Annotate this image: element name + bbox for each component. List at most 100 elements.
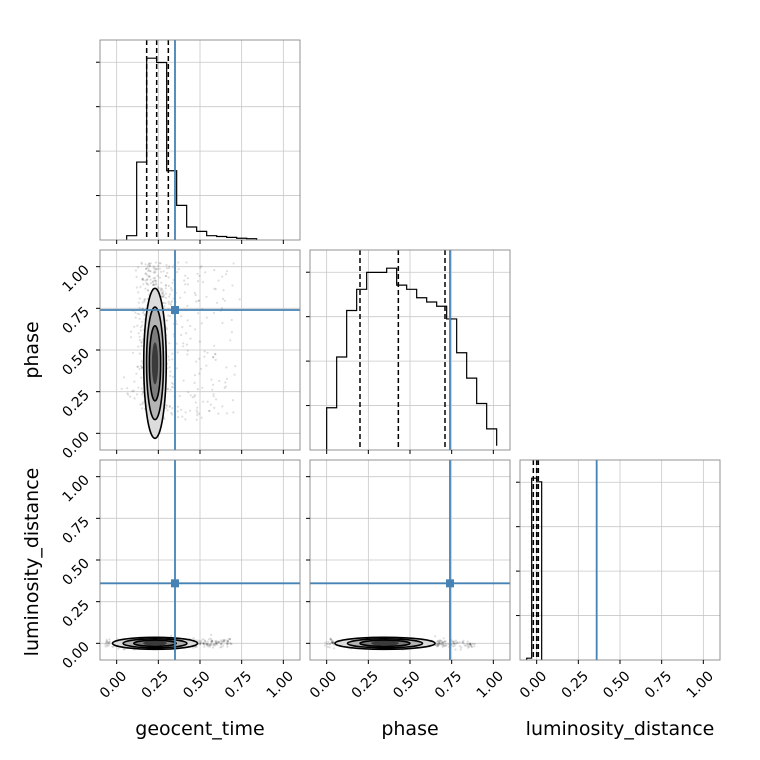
histogram-phase (326, 267, 498, 450)
x-tick-label: 0.50 (390, 668, 423, 701)
sample-point (141, 277, 144, 280)
sample-point (137, 266, 140, 269)
sample-point (123, 648, 126, 651)
sample-point (144, 287, 147, 290)
sample-point (206, 643, 209, 646)
x-tick-label: 0.75 (432, 668, 465, 701)
sample-point (164, 284, 167, 287)
sample-point (148, 274, 151, 278)
sample-point (193, 374, 196, 377)
ylabel-phase: phase (21, 321, 43, 378)
sample-point (183, 291, 186, 294)
sample-point (205, 316, 208, 319)
sample-point (226, 643, 229, 646)
sample-point (438, 639, 441, 642)
sample-point (458, 641, 461, 644)
sample-point (165, 267, 168, 270)
sample-point (143, 299, 146, 302)
sample-point (234, 365, 237, 368)
sample-point (164, 296, 167, 299)
sample-point (229, 638, 232, 641)
sample-point (159, 262, 162, 265)
sample-point (137, 301, 140, 304)
sample-point (198, 340, 201, 343)
sample-point (459, 648, 462, 651)
sample-point (148, 265, 151, 268)
sample-point (141, 402, 144, 406)
sample-point (215, 398, 218, 401)
sample-point (176, 410, 179, 413)
sample-point (453, 642, 456, 645)
sample-point (155, 283, 158, 286)
y-tick-label: 0.50 (59, 556, 92, 589)
sample-point (202, 643, 206, 646)
density-panel-luminosity-vs-geocent-time: 0.00 0.25 0.50 0.75 1.000.000.250.500.751.00 (59, 459, 301, 702)
sample-point (441, 643, 444, 646)
sample-point (137, 345, 140, 348)
sample-point (168, 265, 171, 268)
sample-point (445, 644, 448, 647)
sample-point (152, 265, 155, 268)
sample-point (197, 299, 200, 302)
sample-point (438, 639, 441, 642)
sample-point (198, 639, 201, 642)
sample-point (149, 270, 152, 273)
sample-point (196, 280, 200, 283)
sample-point (435, 645, 439, 648)
sample-point (138, 335, 141, 338)
sample-point (131, 390, 134, 393)
sample-point (141, 320, 144, 323)
sample-point (146, 264, 150, 267)
sample-point (233, 373, 236, 376)
sample-point (201, 638, 205, 641)
sample-point (168, 342, 171, 345)
sample-point (141, 277, 144, 280)
sample-point (186, 319, 189, 322)
sample-point (160, 281, 163, 284)
sample-point (134, 311, 137, 314)
sample-point (141, 301, 144, 304)
sample-point (154, 270, 157, 273)
sample-point (141, 407, 144, 410)
sample-point (162, 295, 165, 298)
sample-point (455, 641, 459, 644)
sample-point (139, 285, 142, 288)
sample-point (225, 639, 228, 642)
sample-point (332, 640, 335, 643)
sample-point (220, 646, 223, 649)
sample-point (161, 292, 164, 295)
sample-point (144, 272, 147, 275)
sample-point (470, 645, 473, 648)
sample-point (186, 349, 189, 352)
sample-point (438, 641, 441, 644)
sample-point (171, 381, 174, 385)
sample-point (443, 640, 446, 643)
sample-point (141, 307, 144, 310)
sample-point (215, 639, 218, 642)
sample-point (196, 388, 199, 391)
sample-point (133, 325, 136, 328)
sample-point (167, 388, 170, 391)
sample-point (327, 640, 330, 643)
sample-point (141, 324, 144, 327)
sample-point (192, 637, 195, 640)
sample-point (138, 338, 141, 342)
sample-point (170, 411, 173, 415)
sample-point (330, 641, 333, 644)
sample-point (176, 271, 179, 274)
sample-point (199, 643, 202, 646)
sample-point (153, 276, 156, 279)
sample-point (206, 351, 209, 354)
sample-point (473, 642, 476, 646)
sample-point (468, 642, 471, 646)
sample-point (136, 324, 139, 327)
sample-point (164, 287, 167, 290)
y-tick-label: 1.00 (59, 472, 92, 505)
sample-point (177, 268, 180, 271)
sample-point (135, 275, 138, 278)
sample-point (186, 353, 189, 356)
sample-point (146, 278, 149, 281)
y-tick-label: 1.00 (59, 262, 92, 295)
sample-point (461, 641, 464, 644)
